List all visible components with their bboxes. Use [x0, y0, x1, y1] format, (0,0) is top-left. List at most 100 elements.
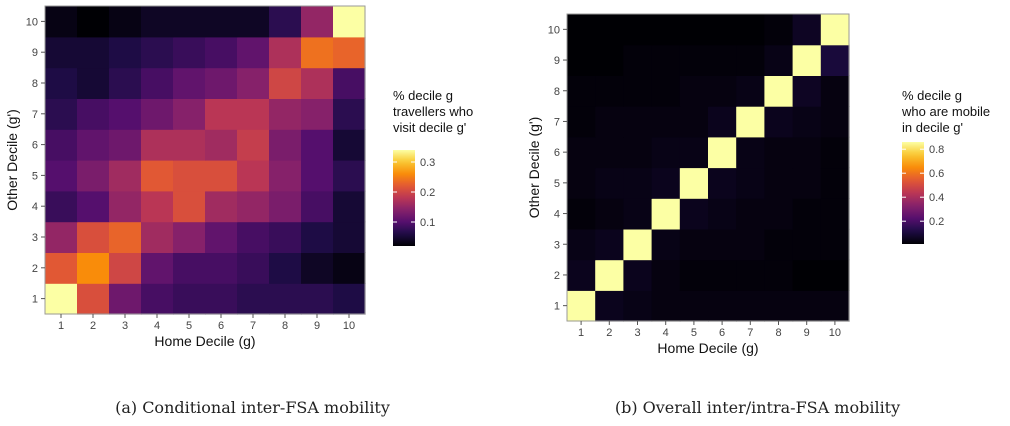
- heatmap-cell: [205, 6, 238, 38]
- heatmap-cell: [45, 36, 78, 69]
- heatmap-cell: [736, 14, 765, 46]
- caption-b: (b) Overall inter/intra-FSA mobility: [614, 398, 901, 417]
- heatmap-cell: [651, 106, 681, 138]
- heatmap-cell: [333, 6, 366, 38]
- heatmap-cell: [736, 228, 765, 261]
- colorbar-tick-label: 0.2: [420, 187, 435, 199]
- heatmap-cell: [820, 167, 850, 199]
- heatmap-cell: [792, 198, 822, 230]
- heatmap-cell: [301, 36, 334, 69]
- heatmap-cell: [141, 283, 174, 315]
- heatmap-cell: [205, 129, 238, 161]
- heatmap-cell: [595, 44, 624, 76]
- heatmap-cell: [708, 259, 737, 291]
- heatmap-cell: [651, 136, 681, 169]
- heatmap-cell: [595, 290, 624, 322]
- heatmap-cell: [77, 6, 110, 38]
- legend-title-line: who are mobile: [901, 104, 990, 119]
- heatmap-cell: [820, 106, 850, 138]
- heatmap-cell: [77, 67, 110, 99]
- heatmap-cell: [109, 283, 142, 315]
- heatmap-cell: [567, 75, 596, 107]
- colorbar-tick-label: 0.3: [420, 157, 435, 169]
- heatmap-cell: [109, 252, 142, 284]
- heatmap-cell: [173, 283, 206, 315]
- heatmap-cell: [205, 160, 238, 192]
- heatmap-cell: [651, 167, 681, 199]
- heatmap-cell: [45, 98, 78, 130]
- heatmap-cell: [109, 160, 142, 192]
- heatmap-cell: [736, 167, 765, 199]
- y-tick-label: 4: [554, 209, 560, 221]
- heatmap-cell: [109, 190, 142, 223]
- heatmap-cell: [820, 136, 850, 169]
- heatmap-cell: [205, 67, 238, 99]
- heatmap-cell: [623, 75, 653, 107]
- heatmap-cell: [708, 198, 737, 230]
- heatmap-cell: [237, 36, 270, 69]
- heatmap-panel: 1 2 3 4 5 6 7 8 9 10 1 2 3 4 5 6 7 8 9 10 Home Decile (g) Oth…: [4, 5, 473, 349]
- heatmap-cell: [595, 198, 624, 230]
- heatmap-cell: [333, 221, 366, 253]
- heatmap-cell: [269, 67, 302, 99]
- x-tick-label: 5: [691, 327, 697, 339]
- heatmap-cell: [173, 36, 206, 69]
- colorbar-tick-label: 0.1: [420, 217, 435, 229]
- heatmap-cell: [333, 190, 366, 223]
- heatmap-cell: [595, 259, 624, 291]
- heatmap-cell: [651, 290, 681, 322]
- x-tick-label: 4: [154, 320, 160, 332]
- heatmap-cell: [708, 75, 737, 107]
- caption-a: (a) Conditional inter-FSA mobility: [115, 398, 390, 417]
- heatmap-cell: [237, 190, 270, 223]
- heatmap-cell: [792, 44, 822, 76]
- heatmap-cell: [237, 160, 270, 192]
- x-tick-label: 9: [804, 327, 810, 339]
- heatmap-cell: [205, 36, 238, 69]
- x-tick-label: 3: [634, 327, 640, 339]
- x-tick-label: 4: [663, 327, 669, 339]
- heatmap-cell: [820, 290, 850, 322]
- heatmap-cell: [595, 167, 624, 199]
- x-tick-label: 7: [250, 320, 256, 332]
- colorbar-tick-label: 0.2: [929, 216, 944, 228]
- heatmap-cell: [820, 14, 850, 46]
- x-tick-label: 8: [282, 320, 288, 332]
- y-tick-label: 6: [554, 147, 560, 159]
- heatmap-cell: [205, 252, 238, 284]
- heatmap-cell: [679, 228, 709, 261]
- heatmap-cell: [45, 6, 78, 38]
- heatmap-cell: [820, 44, 850, 76]
- y-tick-label: 3: [32, 232, 38, 244]
- heatmap-cell: [77, 221, 110, 253]
- x-tick-label: 7: [747, 327, 753, 339]
- heatmap-cell: [333, 36, 366, 69]
- heatmap-cell: [708, 228, 737, 261]
- heatmap-cell: [333, 252, 366, 284]
- x-tick-label: 2: [90, 320, 96, 332]
- x-tick-label: 1: [578, 327, 584, 339]
- heatmap-cell: [595, 14, 624, 46]
- heatmap-cell: [77, 252, 110, 284]
- heatmap-cell: [567, 44, 596, 76]
- heatmap-cell: [333, 283, 366, 315]
- heatmap-cell: [651, 198, 681, 230]
- heatmap-cell: [679, 290, 709, 322]
- heatmap-cell: [567, 198, 596, 230]
- heatmap-cell: [764, 290, 794, 322]
- heatmap-cell: [237, 221, 270, 253]
- x-tick-label: 9: [314, 320, 320, 332]
- heatmap-cell: [269, 36, 302, 69]
- heatmap-cell: [792, 75, 822, 107]
- heatmap-cell: [237, 98, 270, 130]
- heatmap-cell: [173, 221, 206, 253]
- heatmap-cell: [679, 106, 709, 138]
- y-tick-label: 9: [554, 55, 560, 67]
- heatmap-cell: [736, 106, 765, 138]
- heatmap-cell: [45, 252, 78, 284]
- heatmap-cell: [623, 44, 653, 76]
- y-tick-label: 8: [32, 78, 38, 90]
- heatmap-cell: [173, 67, 206, 99]
- heatmap-cell: [173, 98, 206, 130]
- heatmap-cell: [708, 136, 737, 169]
